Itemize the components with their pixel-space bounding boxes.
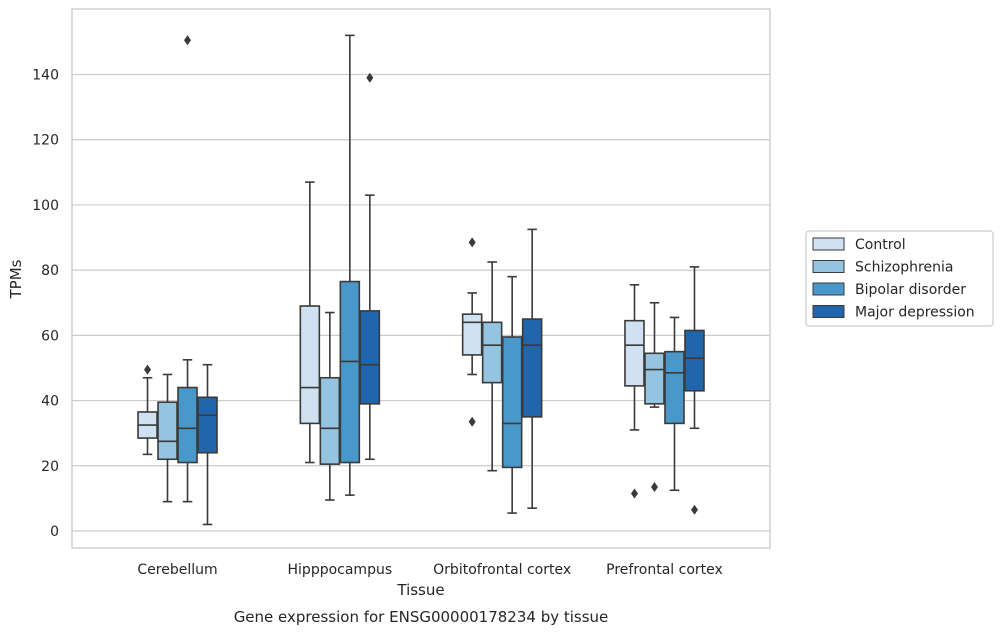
legend-swatch — [812, 237, 845, 251]
legend-swatch — [812, 282, 845, 296]
box — [319, 376, 341, 465]
legend: Control Schizophrenia Bipolar disorder Majo… — [805, 230, 994, 327]
y-tick-label: 100 — [32, 198, 59, 214]
outlier-point — [690, 504, 698, 515]
series-major-depression — [197, 72, 705, 526]
box — [157, 401, 178, 461]
outlier-point — [144, 364, 152, 375]
gridlines — [72, 73, 770, 532]
x-tick-label: Orbitofrontal cortex — [433, 562, 571, 578]
legend-item: Control — [812, 237, 906, 253]
legend-swatch — [812, 260, 845, 273]
series-bipolar-disorder — [177, 34, 685, 514]
outlier-point — [468, 416, 476, 427]
box — [339, 280, 361, 464]
box — [624, 319, 645, 387]
legend-item: Major depression — [812, 305, 975, 321]
box — [644, 352, 665, 405]
legend-frame — [805, 230, 994, 327]
legend-items: Control Schizophrenia Bipolar disorder Majo… — [812, 237, 975, 321]
box — [177, 386, 198, 464]
outlier-point — [630, 488, 638, 499]
box — [197, 396, 218, 454]
series-control — [137, 181, 645, 499]
y-tick-label: 80 — [41, 263, 59, 279]
box — [481, 321, 503, 384]
box-plot-series — [137, 34, 705, 526]
y-axis-title: TPMs — [7, 259, 25, 299]
legend-item: Bipolar disorder — [812, 282, 966, 298]
box — [461, 313, 483, 356]
outlier-point — [366, 72, 374, 83]
box — [664, 350, 685, 425]
legend-label: Bipolar disorder — [855, 282, 966, 298]
x-tick-label: Hipppocampus — [288, 562, 393, 578]
box — [359, 310, 381, 405]
outlier-point — [184, 35, 192, 46]
y-tick-label: 120 — [32, 133, 59, 149]
series-schizophrenia — [157, 261, 665, 503]
y-tick-label: 0 — [50, 524, 59, 540]
legend-swatch — [812, 305, 845, 318]
chart-caption: Gene expression for ENSG00000178234 by t… — [234, 608, 609, 626]
y-tick-label: 40 — [41, 394, 59, 410]
outlier-point — [650, 481, 658, 492]
legend-label: Schizophrenia — [855, 260, 953, 276]
y-tick-label: 20 — [41, 459, 59, 475]
x-tick-label: Prefrontal cortex — [606, 562, 723, 578]
x-tick-labels: Cerebellum Hipppocampus Orbitofrontal cort… — [137, 562, 722, 578]
box — [521, 318, 543, 418]
box — [684, 329, 705, 392]
y-tick-labels: 0 20 40 60 80 100 120 140 — [32, 68, 59, 541]
box — [299, 305, 321, 425]
legend-label: Control — [855, 237, 906, 253]
x-axis-title: Tissue — [396, 581, 444, 599]
box — [501, 336, 523, 469]
y-tick-label: 140 — [32, 68, 59, 84]
legend-label: Major depression — [855, 305, 975, 321]
plot-frame — [71, 8, 771, 549]
x-tick-label: Cerebellum — [137, 562, 217, 578]
outlier-point — [468, 237, 476, 248]
y-tick-label: 60 — [41, 328, 59, 344]
legend-item: Schizophrenia — [812, 260, 953, 276]
